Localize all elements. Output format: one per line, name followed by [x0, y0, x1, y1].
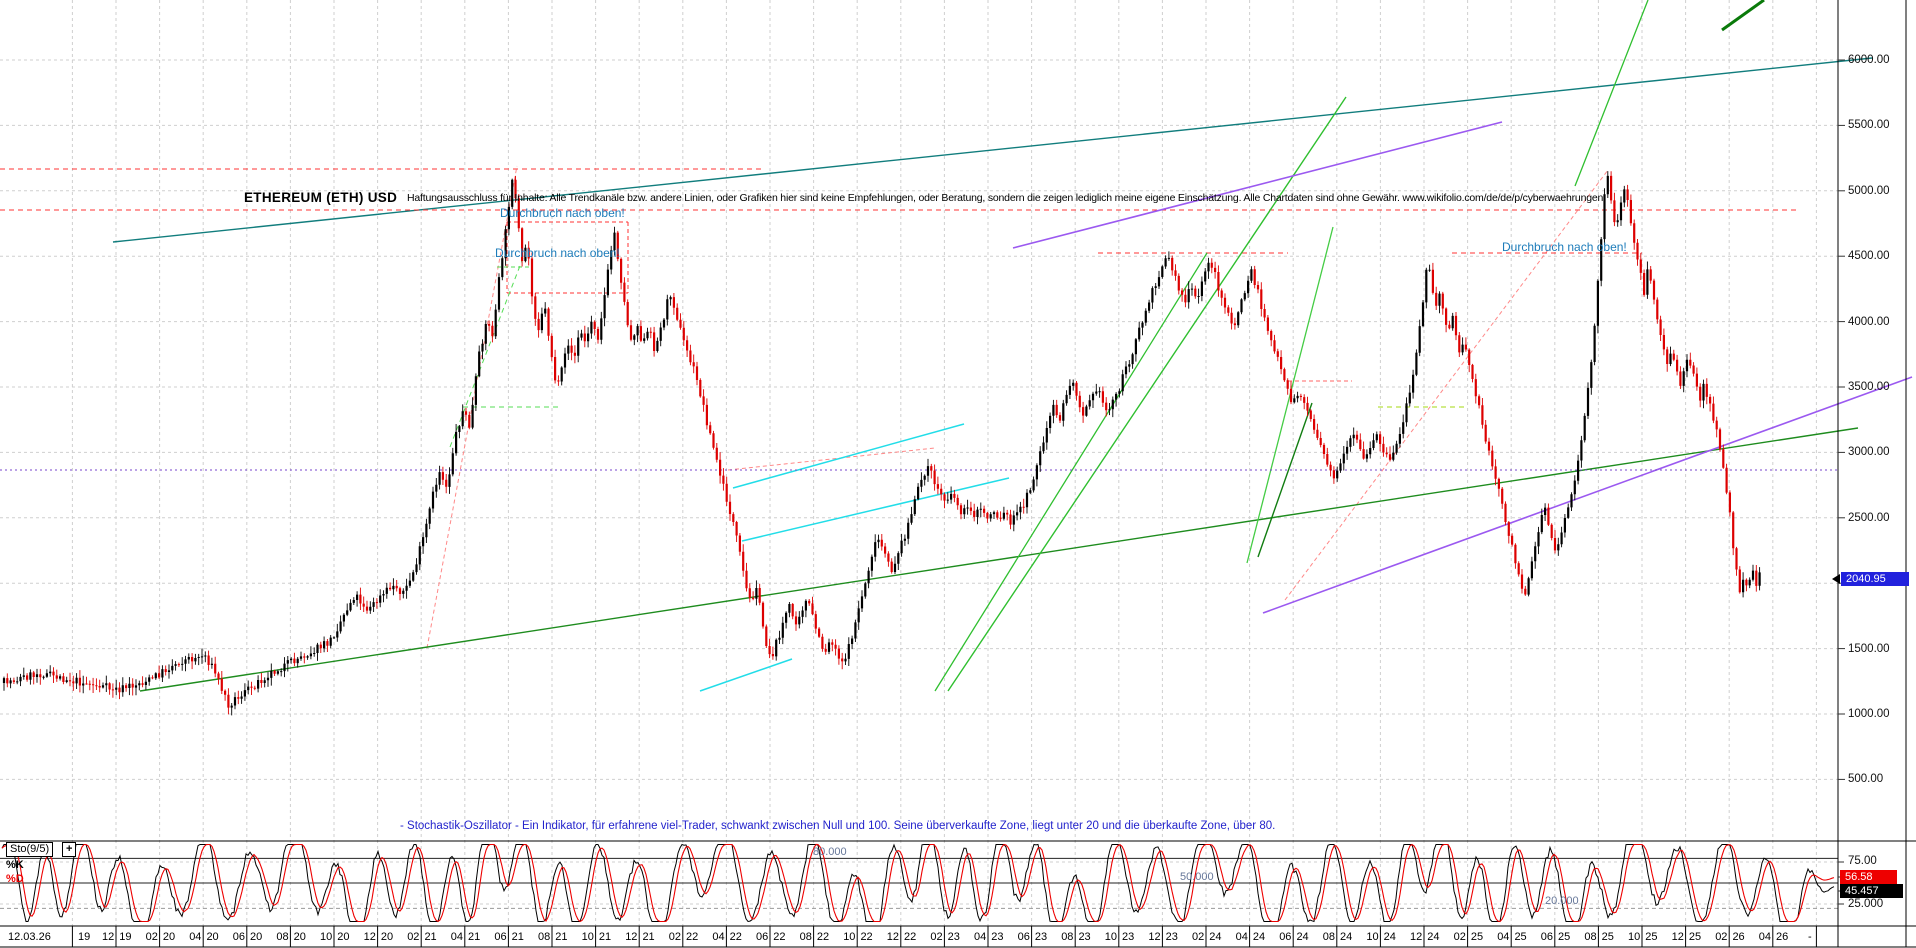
date-tick-label: 12 24 [1410, 931, 1440, 943]
date-axis-end-mark: - [1808, 931, 1812, 943]
price-axis-label: 3500.00 [1848, 381, 1890, 393]
osc-lower-zone-label: 20.000 [1545, 895, 1579, 907]
date-tick-label: 04 23 [974, 931, 1004, 943]
osc-middle-zone-label: 50.000 [1180, 871, 1214, 883]
date-tick-label: 12 19 [102, 931, 132, 943]
price-axis-label: 1000.00 [1848, 708, 1890, 720]
date-tick-label: 12 22 [886, 931, 917, 943]
date-tick-label: 04 25 [1497, 931, 1527, 943]
price-axis-label: 1500.00 [1848, 642, 1890, 655]
date-tick-label: 02 26 [1715, 931, 1745, 943]
date-tick-label: 02 21 [407, 931, 437, 943]
date-tick-label: 08 24 [1322, 931, 1353, 943]
date-tick-label: 06 23 [1017, 931, 1048, 943]
add-indicator-button[interactable]: + [62, 842, 77, 857]
percent-d-label: %D [6, 873, 24, 885]
stochastic-indicator-label[interactable]: Sto(9/5) [6, 842, 54, 857]
date-tick-label: 02 25 [1453, 931, 1484, 943]
date-tick-label: 10 20 [320, 931, 350, 943]
price-axis-label: 5000.00 [1848, 184, 1890, 197]
date-tick-label: 10 23 [1104, 931, 1135, 943]
date-tick-label: 02 24 [1192, 931, 1222, 943]
date-tick-label: 06 25 [1540, 931, 1571, 943]
osc-axis-75: 75.00 [1848, 855, 1877, 867]
date-tick-label: 06 24 [1279, 931, 1309, 943]
date-tick-label: 08 22 [799, 931, 830, 943]
date-tick-label: 08 21 [538, 931, 568, 943]
price-axis-label: 5500.00 [1848, 119, 1890, 132]
date-tick-partial: 19 [78, 931, 91, 943]
date-tick-label: 08 20 [276, 931, 306, 943]
date-tick-label: 06 20 [232, 931, 263, 943]
disclaimer-text: Haftungsausschluss für Inhalte: Alle Tre… [407, 192, 1604, 204]
price-axis-label: 500.00 [1848, 773, 1884, 786]
date-tick-label: 10 24 [1366, 931, 1396, 943]
date-tick-label: 04 22 [712, 931, 742, 943]
chart-title: ETHEREUM (ETH) USD [244, 190, 398, 205]
date-tick-label: 08 23 [1061, 931, 1091, 943]
date-tick-label: 10 22 [843, 931, 873, 943]
current-date-label: 12.03.26 [8, 931, 53, 943]
date-tick-label: 04 20 [189, 931, 219, 943]
date-tick-label: 02 22 [668, 931, 699, 943]
price-axis-label: 4000.00 [1848, 315, 1890, 328]
current-price-badge: 2040.95 [1841, 572, 1909, 586]
date-tick-label: 12 23 [1148, 931, 1178, 943]
date-tick-label: 02 23 [930, 931, 960, 943]
date-tick-label: 12 25 [1671, 931, 1702, 943]
date-tick-label: 10 25 [1628, 931, 1658, 943]
date-tick-label: 12 21 [625, 931, 655, 943]
price-axis-label: 6000.00 [1848, 54, 1890, 66]
breakout-annotation-1: Durchbruch nach oben! [500, 206, 625, 220]
osc-axis-25: 25.000 [1848, 898, 1884, 910]
price-axis-label: 3000.00 [1848, 446, 1890, 459]
date-tick-label: 04 21 [450, 931, 481, 943]
date-tick-label: 04 26 [1758, 931, 1789, 943]
date-tick-label: 04 24 [1235, 931, 1266, 943]
osc-upper-zone-label: 80.000 [813, 846, 847, 858]
stochastic-description: - Stochastik-Oszillator - Ein Indikator,… [400, 820, 1276, 832]
osc-k-value-badge: 45.457 [1840, 884, 1903, 898]
date-tick-label: 12 20 [363, 931, 394, 943]
date-tick-label: 10 21 [581, 931, 612, 943]
breakout-annotation-3: Durchbruch nach oben! [1502, 240, 1627, 254]
date-tick-label: 08 25 [1584, 931, 1614, 943]
price-axis-label: 4500.00 [1848, 250, 1890, 263]
osc-d-value-badge: 56.58 [1840, 870, 1897, 884]
percent-k-label: %K [6, 859, 24, 871]
price-axis-label: 2500.00 [1848, 511, 1890, 524]
date-tick-label: 06 21 [494, 931, 524, 943]
date-tick-label: 06 22 [756, 931, 786, 943]
breakout-annotation-2: Durchbruch nach oben! [495, 246, 620, 260]
date-tick-label: 02 20 [145, 931, 176, 943]
